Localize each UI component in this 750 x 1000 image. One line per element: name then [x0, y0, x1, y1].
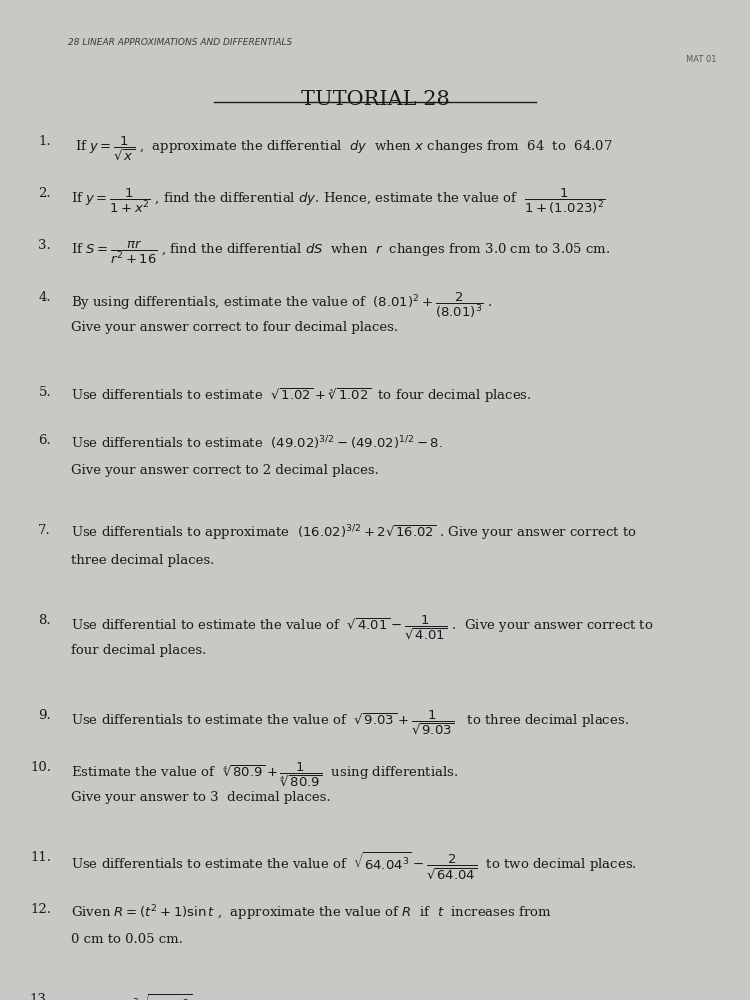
Text: 9.: 9.	[38, 709, 51, 722]
Text: 5.: 5.	[38, 386, 51, 399]
Text: If $f( x ) = x^3 \sqrt{5 - x^2}$ ,  find the differential $df$.: If $f( x ) = x^3 \sqrt{5 - x^2}$ , find …	[71, 993, 361, 1000]
Text: Use differential to estimate the value of  $\sqrt{4.01} - \dfrac{1}{\sqrt{4.01}}: Use differential to estimate the value o…	[71, 614, 654, 642]
Text: 8.: 8.	[38, 614, 51, 627]
Text: 6.: 6.	[38, 434, 51, 447]
Text: Given $R = ( t^2 + 1 ) \sin t$ ,  approximate the value of $R$  if  $t$  increas: Given $R = ( t^2 + 1 ) \sin t$ , approxi…	[71, 903, 552, 923]
Text: 10.: 10.	[30, 761, 51, 774]
Text: If $S = \dfrac{\pi r}{r^2+16}$ , find the differential $dS$  when  $r$  changes : If $S = \dfrac{\pi r}{r^2+16}$ , find th…	[71, 239, 610, 266]
Text: 28 LINEAR APPROXIMATIONS AND DIFFERENTIALS: 28 LINEAR APPROXIMATIONS AND DIFFERENTIA…	[68, 38, 292, 47]
Text: Use differentials to estimate  $( 49.02 )^{3/2} - ( 49.02 )^{1/2} - 8.$: Use differentials to estimate $( 49.02 )…	[71, 434, 443, 452]
Text: MAT 01: MAT 01	[686, 55, 717, 64]
Text: Use differentials to estimate  $\sqrt{1.02} + \sqrt[3]{1.02}$  to four decimal p: Use differentials to estimate $\sqrt{1.0…	[71, 386, 532, 405]
Text: Give your answer to 3  decimal places.: Give your answer to 3 decimal places.	[71, 791, 331, 804]
Text: 4.: 4.	[38, 291, 51, 304]
Text: If $y = \dfrac{1}{1+x^2}$ , find the differential $dy$. Hence, estimate the valu: If $y = \dfrac{1}{1+x^2}$ , find the dif…	[71, 187, 606, 216]
Text: 12.: 12.	[30, 903, 51, 916]
Text: 2.: 2.	[38, 187, 51, 200]
Text: four decimal places.: four decimal places.	[71, 644, 206, 657]
Text: $\!$ If $y = \dfrac{1}{\sqrt{x}}$ ,  approximate the differential  $dy$  when $x: $\!$ If $y = \dfrac{1}{\sqrt{x}}$ , appr…	[71, 135, 613, 163]
Text: three decimal places.: three decimal places.	[71, 554, 214, 567]
Text: Use differentials to approximate  $( 16.02 )^{3/2} + 2\sqrt{16.02}$ . Give your : Use differentials to approximate $( 16.0…	[71, 524, 638, 543]
Text: Estimate the value of  $\sqrt[4]{80.9} + \dfrac{1}{\sqrt[4]{80.9}}$  using diffe: Estimate the value of $\sqrt[4]{80.9} + …	[71, 761, 458, 789]
Text: 3.: 3.	[38, 239, 51, 252]
Text: 7.: 7.	[38, 524, 51, 537]
Text: Give your answer correct to four decimal places.: Give your answer correct to four decimal…	[71, 321, 398, 334]
Text: 1.: 1.	[38, 135, 51, 148]
Text: TUTORIAL 28: TUTORIAL 28	[301, 90, 449, 109]
Text: Give your answer correct to 2 decimal places.: Give your answer correct to 2 decimal pl…	[71, 464, 379, 477]
Text: 11.: 11.	[30, 851, 51, 864]
Text: 13.: 13.	[30, 993, 51, 1000]
Text: Use differentials to estimate the value of  $\sqrt{9.03} + \dfrac{1}{\sqrt{9.03}: Use differentials to estimate the value …	[71, 709, 629, 737]
Text: Use differentials to estimate the value of  $\sqrt{64.04^3} - \dfrac{2}{\sqrt{64: Use differentials to estimate the value …	[71, 851, 638, 881]
Text: By using differentials, estimate the value of  $( 8.01 )^2 + \dfrac{2}{( 8.01 )^: By using differentials, estimate the val…	[71, 291, 493, 320]
Text: 0 cm to 0.05 cm.: 0 cm to 0.05 cm.	[71, 933, 183, 946]
